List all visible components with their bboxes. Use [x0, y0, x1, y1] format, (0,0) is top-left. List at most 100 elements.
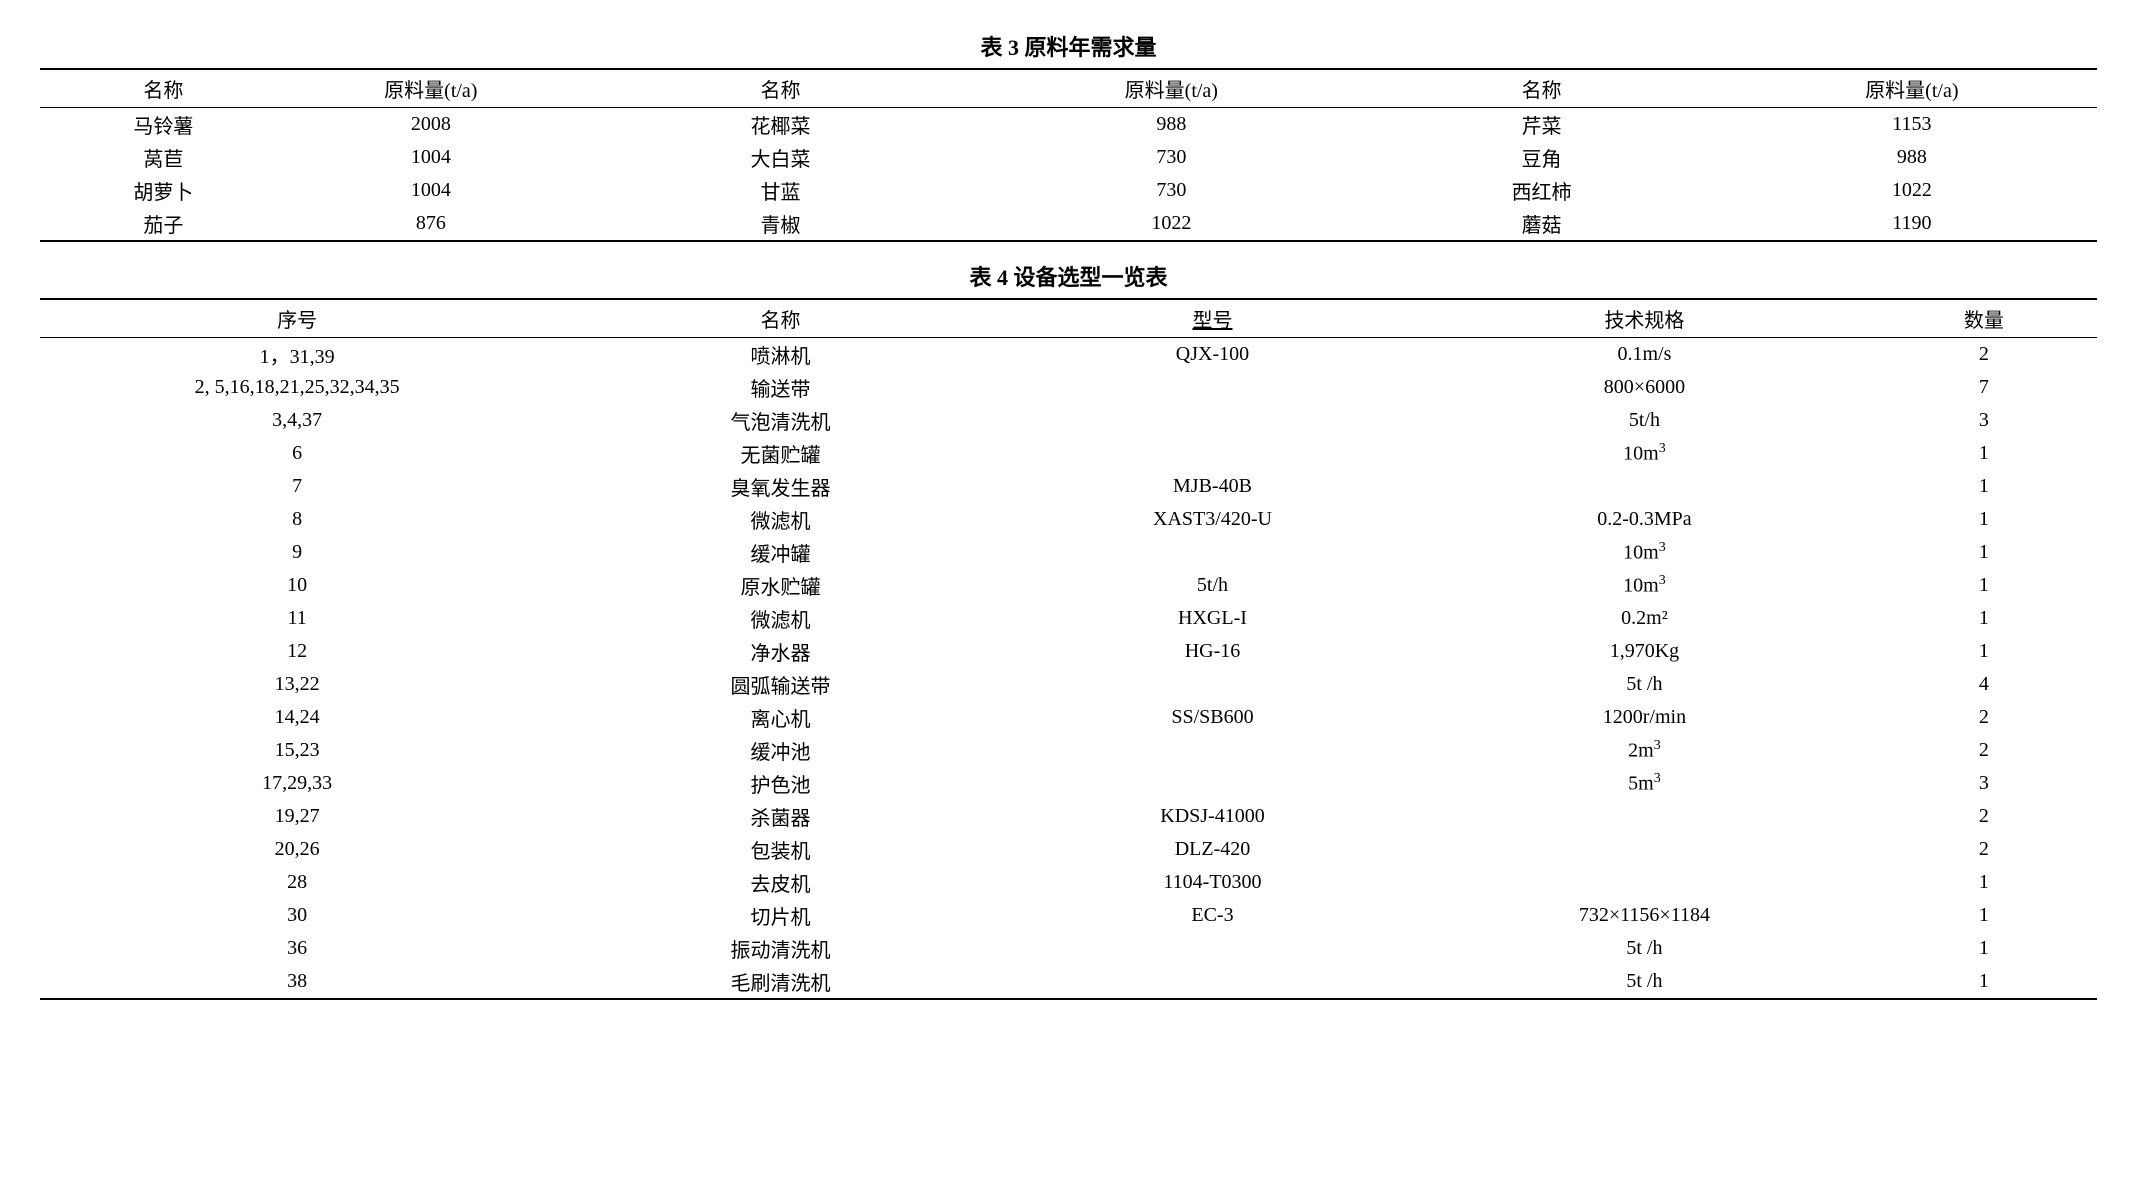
- table4-cell-qty: 1: [1871, 503, 2097, 536]
- table4-cell-model: KDSJ-41000: [1007, 800, 1418, 833]
- table4-cell-name: 原水贮罐: [554, 569, 1007, 602]
- table4-cell-no: 38: [40, 965, 554, 999]
- table4-cell-qty: 1: [1871, 635, 2097, 668]
- table-row: 10原水贮罐5t/h10m31: [40, 569, 2097, 602]
- table4-cell-name: 净水器: [554, 635, 1007, 668]
- table4-cell-no: 6: [40, 437, 554, 470]
- table-row: 莴苣1004大白菜730豆角988: [40, 141, 2097, 174]
- table4-cell-spec: 5t /h: [1418, 932, 1871, 965]
- table-row: 2, 5,16,18,21,25,32,34,35输送带800×60007: [40, 371, 2097, 404]
- table3-cell: 730: [986, 141, 1356, 174]
- table4-cell-model: MJB-40B: [1007, 470, 1418, 503]
- table3-cell: 1022: [1727, 174, 2097, 207]
- table4-cell-qty: 2: [1871, 833, 2097, 866]
- table4-cell-name: 缓冲池: [554, 734, 1007, 767]
- table-row: 茄子876青椒1022蘑菇1190: [40, 207, 2097, 241]
- table4-cell-no: 36: [40, 932, 554, 965]
- table3-cell: 芹菜: [1356, 108, 1726, 142]
- table4-cell-model: [1007, 536, 1418, 569]
- table4-cell-spec: 800×6000: [1418, 371, 1871, 404]
- table4-cell-model: [1007, 767, 1418, 800]
- table4-cell-no: 8: [40, 503, 554, 536]
- table3-cell: 730: [986, 174, 1356, 207]
- table4-cell-no: 10: [40, 569, 554, 602]
- table4-cell-qty: 1: [1871, 965, 2097, 999]
- table4-cell-spec: 5m3: [1418, 767, 1871, 800]
- table4-cell-name: 毛刷清洗机: [554, 965, 1007, 999]
- table4-cell-name: 圆弧输送带: [554, 668, 1007, 701]
- table-row: 胡萝卜1004甘蓝730西红柿1022: [40, 174, 2097, 207]
- table4-cell-qty: 1: [1871, 866, 2097, 899]
- table-row: 15,23缓冲池2m32: [40, 734, 2097, 767]
- table3-col-header: 名称: [40, 69, 287, 108]
- table-row: 28去皮机1104-T03001: [40, 866, 2097, 899]
- table4-cell-model: [1007, 371, 1418, 404]
- table3-cell: 胡萝卜: [40, 174, 287, 207]
- table3-cell: 1190: [1727, 207, 2097, 241]
- table4-cell-spec: 10m3: [1418, 437, 1871, 470]
- table3-cell: 花椰菜: [575, 108, 986, 142]
- table4-col-header: 型号: [1007, 299, 1418, 338]
- table3-cell: 1153: [1727, 108, 2097, 142]
- table4-col-header: 序号: [40, 299, 554, 338]
- table-row: 1，31,39喷淋机QJX-1000.1m/s2: [40, 338, 2097, 372]
- table4-cell-name: 无菌贮罐: [554, 437, 1007, 470]
- table4-cell-spec: [1418, 866, 1871, 899]
- table3-cell: 甘蓝: [575, 174, 986, 207]
- table4-cell-name: 切片机: [554, 899, 1007, 932]
- table4-cell-model: SS/SB600: [1007, 701, 1418, 734]
- table4-cell-spec: 10m3: [1418, 569, 1871, 602]
- table3-col-header: 原料量(t/a): [287, 69, 575, 108]
- table4-cell-spec: [1418, 470, 1871, 503]
- table3-cell: 西红柿: [1356, 174, 1726, 207]
- table4-cell-name: 振动清洗机: [554, 932, 1007, 965]
- table3-col-header: 原料量(t/a): [1727, 69, 2097, 108]
- table-row: 30切片机EC-3732×1156×11841: [40, 899, 2097, 932]
- table4-cell-name: 离心机: [554, 701, 1007, 734]
- table4-cell-model: [1007, 965, 1418, 999]
- table3-cell: 青椒: [575, 207, 986, 241]
- table3-header-row: 名称原料量(t/a)名称原料量(t/a)名称原料量(t/a): [40, 69, 2097, 108]
- table4-cell-model: HXGL-I: [1007, 602, 1418, 635]
- table3-col-header: 原料量(t/a): [986, 69, 1356, 108]
- table4-cell-qty: 4: [1871, 668, 2097, 701]
- table4-cell-qty: 2: [1871, 701, 2097, 734]
- table4-cell-spec: 0.1m/s: [1418, 338, 1871, 372]
- table-row: 3,4,37气泡清洗机5t/h3: [40, 404, 2097, 437]
- table-row: 20,26包装机DLZ-4202: [40, 833, 2097, 866]
- table4-cell-no: 11: [40, 602, 554, 635]
- table4-cell-qty: 1: [1871, 899, 2097, 932]
- table4-cell-spec: 5t /h: [1418, 965, 1871, 999]
- table4: 序号名称型号技术规格数量 1，31,39喷淋机QJX-1000.1m/s22, …: [40, 298, 2097, 1000]
- table4-cell-no: 1，31,39: [40, 338, 554, 372]
- table-row: 14,24离心机SS/SB6001200r/min2: [40, 701, 2097, 734]
- table4-cell-spec: 2m3: [1418, 734, 1871, 767]
- table4-cell-no: 19,27: [40, 800, 554, 833]
- table4-cell-name: 气泡清洗机: [554, 404, 1007, 437]
- table4-cell-qty: 3: [1871, 404, 2097, 437]
- table4-cell-spec: 0.2-0.3MPa: [1418, 503, 1871, 536]
- table4-cell-no: 14,24: [40, 701, 554, 734]
- table4-cell-no: 7: [40, 470, 554, 503]
- table4-cell-spec: 10m3: [1418, 536, 1871, 569]
- table4-cell-model: 5t/h: [1007, 569, 1418, 602]
- table4-cell-model: [1007, 437, 1418, 470]
- table4-cell-model: [1007, 668, 1418, 701]
- table4-cell-name: 去皮机: [554, 866, 1007, 899]
- table3-cell: 988: [986, 108, 1356, 142]
- table4-cell-no: 2, 5,16,18,21,25,32,34,35: [40, 371, 554, 404]
- table3-cell: 1004: [287, 141, 575, 174]
- table4-cell-model: [1007, 404, 1418, 437]
- table3-cell: 大白菜: [575, 141, 986, 174]
- table4-cell-qty: 1: [1871, 470, 2097, 503]
- table4-cell-model: [1007, 932, 1418, 965]
- table4-cell-name: 微滤机: [554, 503, 1007, 536]
- table4-cell-spec: [1418, 800, 1871, 833]
- table-row: 36振动清洗机5t /h1: [40, 932, 2097, 965]
- table3-cell: 988: [1727, 141, 2097, 174]
- table4-cell-name: 喷淋机: [554, 338, 1007, 372]
- table3-cell: 876: [287, 207, 575, 241]
- table4-cell-spec: 5t /h: [1418, 668, 1871, 701]
- table4-cell-no: 28: [40, 866, 554, 899]
- table3: 名称原料量(t/a)名称原料量(t/a)名称原料量(t/a) 马铃薯2008花椰…: [40, 68, 2097, 242]
